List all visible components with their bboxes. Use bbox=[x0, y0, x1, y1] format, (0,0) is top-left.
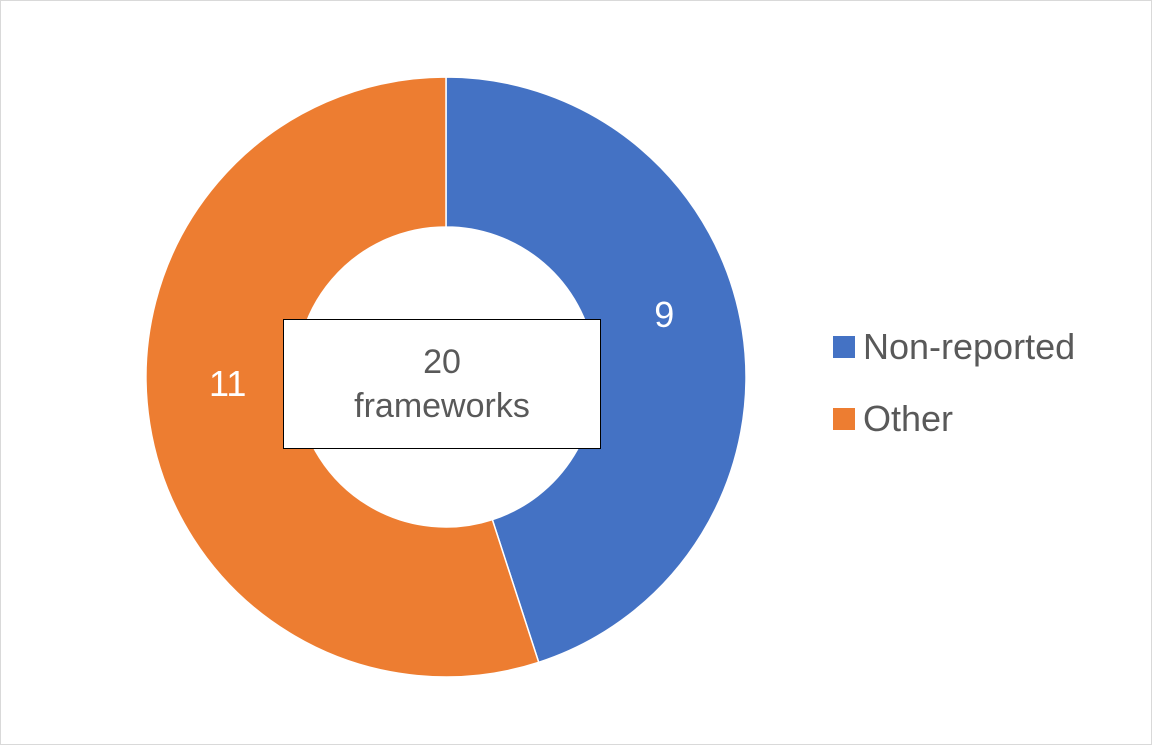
data-label-other: 11 bbox=[209, 363, 246, 404]
legend-item-other: Other bbox=[833, 383, 1075, 455]
legend-label-other: Other bbox=[863, 398, 954, 439]
legend: Non-reported Other bbox=[833, 311, 1075, 455]
legend-label-non-reported: Non-reported bbox=[863, 326, 1076, 367]
center-label-text: frameworks bbox=[354, 387, 530, 425]
donut-slice-other bbox=[145, 76, 540, 678]
legend-swatch-non-reported bbox=[833, 336, 855, 358]
data-label-non-reported: 9 bbox=[654, 294, 674, 335]
center-label-box: 20 frameworks bbox=[283, 319, 601, 449]
legend-item-non-reported: Non-reported bbox=[833, 311, 1075, 383]
legend-swatch-other bbox=[833, 408, 855, 430]
center-label-count: 20 bbox=[423, 343, 461, 381]
